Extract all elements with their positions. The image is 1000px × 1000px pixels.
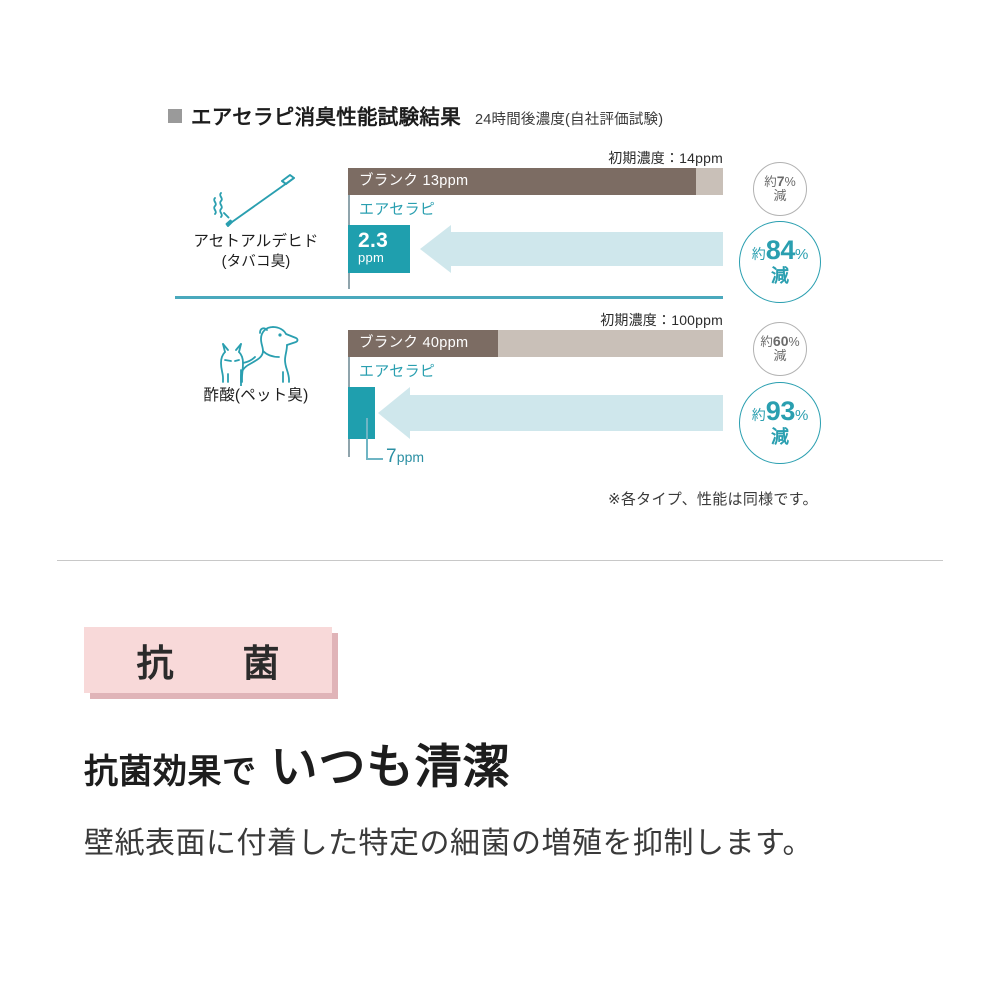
chart-row-acetic-acid: 酢酸(ペット臭) 初期濃度：100ppm ブランク 40ppm エアセラピ: [0, 310, 1000, 485]
substance-name: アセトアルデヒド: [193, 233, 319, 250]
chart-footnote: ※各タイプ、性能は同様です。: [608, 491, 818, 508]
product-label: エアセラピ: [359, 201, 436, 218]
bars-block: 初期濃度：14ppm ブランク 13ppm エアセラピ 2.3 ppm: [348, 148, 723, 289]
substance-block: アセトアルデヒド (タバコ臭): [170, 166, 342, 272]
deodorant-test-section: エアセラピ消臭性能試験結果 24時間後濃度(自社評価試験): [0, 100, 1000, 508]
badge-blank-suffix: 減: [773, 188, 787, 204]
status-badge-product-reduction: 約 84% 減: [739, 221, 821, 303]
callout-leader-vertical: [366, 418, 368, 460]
reduction-arrow: 2.3 ppm: [348, 225, 723, 273]
callout-leader-horizontal: [366, 458, 383, 460]
value-callout-7ppm: 7ppm: [366, 418, 436, 470]
badge-product-value: 約 84%: [751, 234, 809, 265]
product-label: エアセラピ: [359, 363, 436, 380]
product-value-unit: ppm: [358, 250, 385, 265]
headline-emphasis: いつも清潔: [270, 740, 511, 793]
antibacterial-badge-wrap: 抗 菌: [84, 627, 338, 699]
blank-bar-fill: [348, 168, 696, 195]
substance-subname: (タバコ臭): [221, 253, 291, 270]
headline-lead: 抗菌効果で: [84, 753, 257, 791]
product-bar-group: エアセラピ: [348, 357, 723, 457]
dog-cat-icon: [170, 320, 342, 386]
product-value-box: [348, 387, 375, 439]
chart-row-acetaldehyde: アセトアルデヒド (タバコ臭) 初期濃度：14ppm ブランク 13ppm エア…: [0, 148, 1000, 303]
badge-blank-value: 約7%: [764, 172, 796, 189]
chart-header: エアセラピ消臭性能試験結果 24時間後濃度(自社評価試験): [168, 100, 663, 130]
arrow-shaft: [410, 395, 723, 431]
badge-product-suffix: 減: [771, 265, 789, 286]
chart-title: エアセラピ消臭性能試験結果: [191, 106, 461, 129]
antibacterial-badge-label: 抗 菌: [136, 643, 296, 684]
reduction-arrow: [348, 387, 723, 439]
badge-product-suffix: 減: [771, 426, 789, 447]
blank-bar-label: ブランク 13ppm: [359, 173, 469, 189]
arrow-head-icon: [420, 225, 451, 273]
product-value-number: 2.3: [358, 229, 389, 252]
section-divider: [57, 560, 943, 561]
blank-bar-track: ブランク 40ppm: [348, 330, 723, 357]
badge-product-value: 約 93%: [751, 395, 809, 426]
blank-bar-fill: [348, 330, 498, 357]
initial-concentration-label: 初期濃度：14ppm: [608, 150, 723, 166]
callout-text: 7ppm: [386, 446, 425, 467]
cigarette-icon-svg: [213, 174, 295, 227]
square-bullet-icon: [168, 109, 182, 123]
status-badge-product-reduction: 約 93% 減: [739, 382, 821, 464]
dog-cat-icon-svg: [220, 326, 299, 386]
status-badge-blank-reduction: 約60% 減: [753, 322, 807, 376]
antibacterial-headline: 抗菌効果で いつも清潔: [84, 728, 511, 797]
chart-subtitle: 24時間後濃度(自社評価試験): [475, 112, 664, 128]
substance-block: 酢酸(ペット臭): [170, 320, 342, 407]
blank-bar-track: ブランク 13ppm: [348, 168, 723, 195]
antibacterial-description: 壁紙表面に付着した特定の細菌の増殖を抑制します。: [84, 827, 813, 860]
cigarette-icon: [170, 166, 342, 232]
arrow-head-icon: [378, 387, 410, 439]
substance-name: 酢酸(ペット臭): [203, 387, 309, 404]
badge-blank-suffix: 減: [773, 348, 787, 364]
product-bar-group: エアセラピ 2.3 ppm: [348, 195, 723, 289]
bars-block: 初期濃度：100ppm ブランク 40ppm エアセラピ: [348, 310, 723, 457]
row-separator: [175, 296, 723, 299]
status-badge-blank-reduction: 約7% 減: [753, 162, 807, 216]
arrow-shaft: [451, 232, 723, 266]
product-value-box: 2.3 ppm: [348, 225, 410, 273]
blank-bar-label: ブランク 40ppm: [359, 335, 469, 351]
antibacterial-badge: 抗 菌: [84, 627, 332, 693]
initial-concentration-label: 初期濃度：100ppm: [600, 312, 723, 328]
badge-blank-value: 約60%: [760, 332, 800, 349]
